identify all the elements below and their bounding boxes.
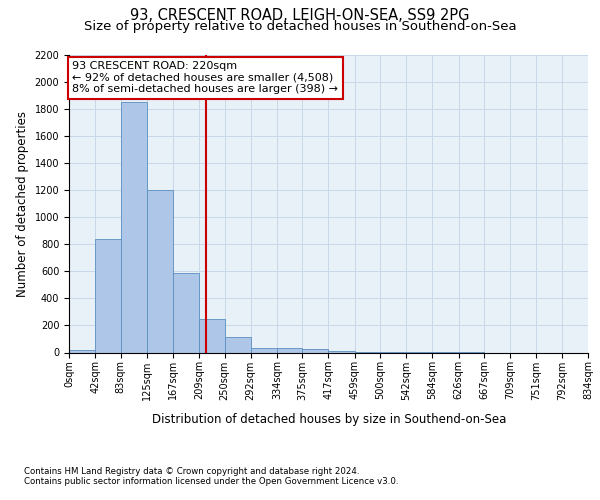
Bar [199,318,224,352]
Bar [302,349,329,352]
Bar [329,351,355,352]
Bar [95,239,121,352]
Text: 93, CRESCENT ROAD, LEIGH-ON-SEA, SS9 2PG: 93, CRESCENT ROAD, LEIGH-ON-SEA, SS9 2PG [130,8,470,22]
Text: Contains public sector information licensed under the Open Government Licence v3: Contains public sector information licen… [24,477,398,486]
Bar [69,350,95,352]
Bar [277,348,302,352]
Bar [147,190,173,352]
Bar [251,348,277,352]
Text: Size of property relative to detached houses in Southend-on-Sea: Size of property relative to detached ho… [83,20,517,33]
Bar [224,337,251,352]
Text: Contains HM Land Registry data © Crown copyright and database right 2024.: Contains HM Land Registry data © Crown c… [24,467,359,476]
Text: Distribution of detached houses by size in Southend-on-Sea: Distribution of detached houses by size … [152,412,506,426]
Bar [173,272,199,352]
Text: 93 CRESCENT ROAD: 220sqm
← 92% of detached houses are smaller (4,508)
8% of semi: 93 CRESCENT ROAD: 220sqm ← 92% of detach… [72,61,338,94]
Bar [121,102,147,352]
Y-axis label: Number of detached properties: Number of detached properties [16,111,29,296]
